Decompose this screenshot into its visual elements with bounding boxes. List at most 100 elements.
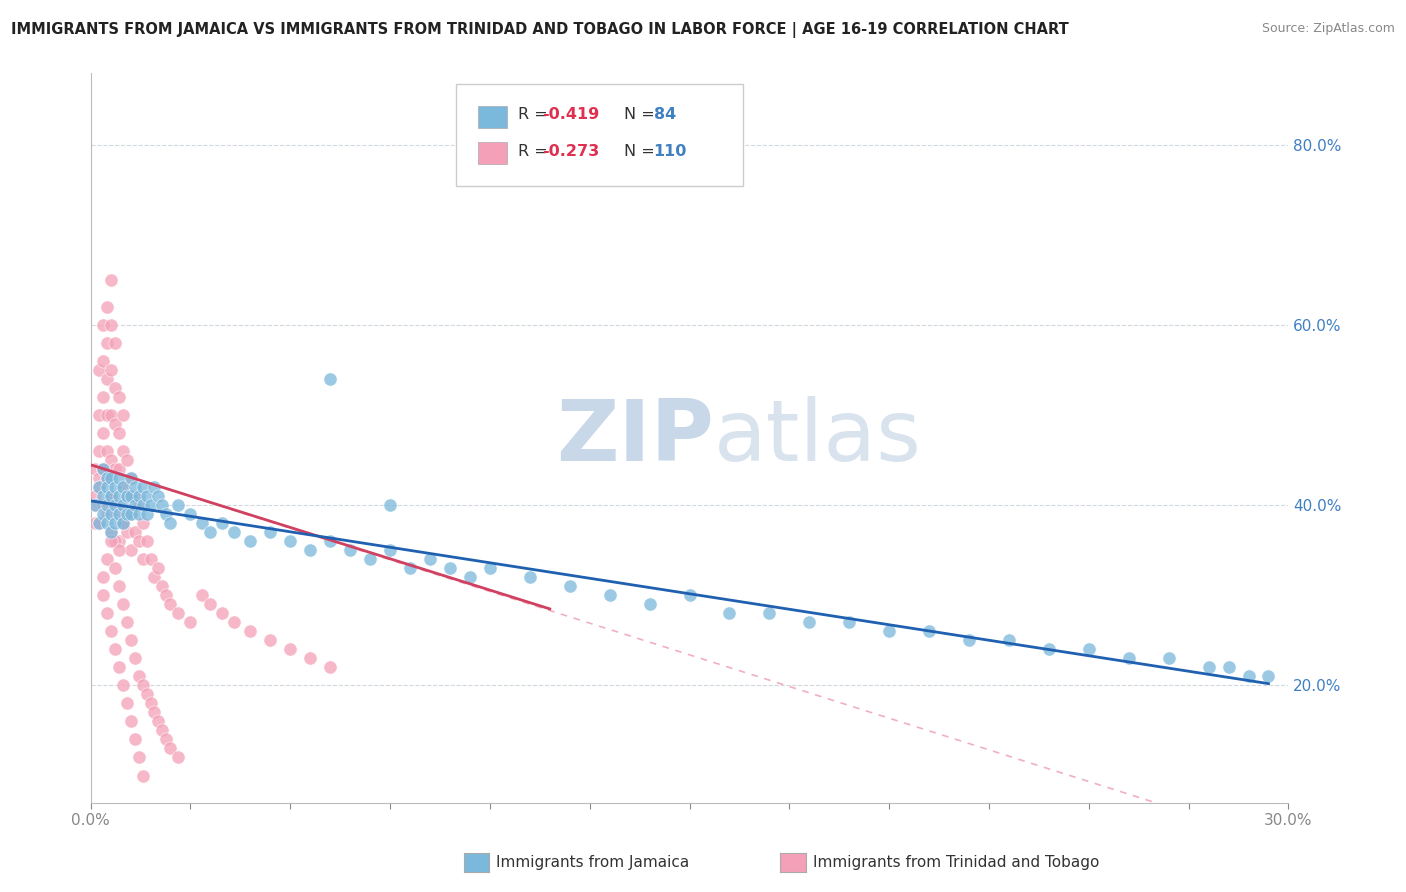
Point: [107, 534, 129, 549]
Point: [124, 525, 146, 540]
Point: [103, 561, 125, 575]
Point: [120, 508, 142, 522]
Text: Immigrants from Jamaica: Immigrants from Jamaica: [496, 855, 689, 870]
Point: [319, 534, 342, 549]
Point: [1257, 669, 1279, 683]
Point: [103, 381, 125, 395]
Point: [1237, 669, 1260, 683]
Point: [100, 489, 122, 503]
Point: [124, 480, 146, 494]
Point: [91, 318, 114, 333]
Point: [399, 561, 422, 575]
Point: [100, 318, 122, 333]
Point: [120, 489, 142, 503]
Bar: [478, 106, 508, 128]
Point: [107, 543, 129, 558]
Point: [718, 607, 741, 621]
Point: [128, 508, 150, 522]
Point: [339, 543, 361, 558]
Text: -0.273: -0.273: [543, 144, 599, 159]
Point: [1038, 642, 1060, 657]
Point: [124, 732, 146, 747]
Point: [107, 489, 129, 503]
Point: [128, 489, 150, 503]
FancyBboxPatch shape: [456, 84, 744, 186]
Point: [128, 498, 150, 512]
Point: [519, 570, 541, 584]
Point: [107, 498, 129, 512]
Point: [678, 588, 700, 602]
Point: [378, 498, 401, 512]
Point: [96, 444, 118, 458]
Point: [319, 372, 342, 386]
Point: [1077, 642, 1099, 657]
Point: [120, 714, 142, 729]
Point: [159, 741, 181, 756]
Point: [148, 561, 170, 575]
Point: [96, 471, 118, 485]
Point: [111, 480, 134, 494]
Point: [100, 363, 122, 377]
Point: [96, 552, 118, 566]
Point: [299, 651, 322, 665]
Point: [87, 444, 110, 458]
Point: [131, 498, 153, 512]
Point: [91, 462, 114, 476]
Point: [107, 508, 129, 522]
Point: [139, 552, 162, 566]
Text: R =: R =: [519, 144, 553, 159]
Point: [200, 598, 222, 612]
Point: [224, 615, 246, 630]
Point: [111, 678, 134, 692]
Text: IMMIGRANTS FROM JAMAICA VS IMMIGRANTS FROM TRINIDAD AND TOBAGO IN LABOR FORCE | : IMMIGRANTS FROM JAMAICA VS IMMIGRANTS FR…: [11, 22, 1069, 38]
Point: [91, 570, 114, 584]
Point: [131, 480, 153, 494]
Point: [239, 624, 262, 639]
Point: [91, 489, 114, 503]
Point: [87, 409, 110, 423]
Point: [155, 732, 177, 747]
Point: [135, 534, 157, 549]
Point: [107, 508, 129, 522]
Text: R =: R =: [519, 107, 553, 122]
Point: [87, 516, 110, 531]
Point: [155, 588, 177, 602]
Point: [96, 607, 118, 621]
Point: [1218, 660, 1240, 674]
Point: [103, 336, 125, 351]
Point: [167, 607, 190, 621]
Point: [96, 498, 118, 512]
Point: [191, 516, 214, 531]
Point: [115, 615, 138, 630]
Point: [152, 723, 174, 738]
Point: [83, 462, 105, 476]
Point: [998, 633, 1021, 648]
Point: [124, 498, 146, 512]
Point: [103, 480, 125, 494]
Point: [1118, 651, 1140, 665]
Bar: [478, 143, 508, 164]
Point: [96, 300, 118, 314]
Point: [143, 480, 166, 494]
Point: [478, 561, 501, 575]
Point: [278, 534, 301, 549]
Point: [115, 508, 138, 522]
Point: [91, 462, 114, 476]
Point: [91, 508, 114, 522]
Point: [419, 552, 441, 566]
Point: [211, 516, 233, 531]
Point: [128, 669, 150, 683]
Point: [111, 409, 134, 423]
Point: [799, 615, 821, 630]
Point: [439, 561, 461, 575]
Text: N =: N =: [624, 107, 659, 122]
Point: [131, 678, 153, 692]
Point: [103, 534, 125, 549]
Point: [239, 534, 262, 549]
Point: [159, 516, 181, 531]
Text: 84: 84: [654, 107, 676, 122]
Point: [96, 372, 118, 386]
Point: [167, 750, 190, 764]
Point: [111, 498, 134, 512]
Point: [115, 525, 138, 540]
